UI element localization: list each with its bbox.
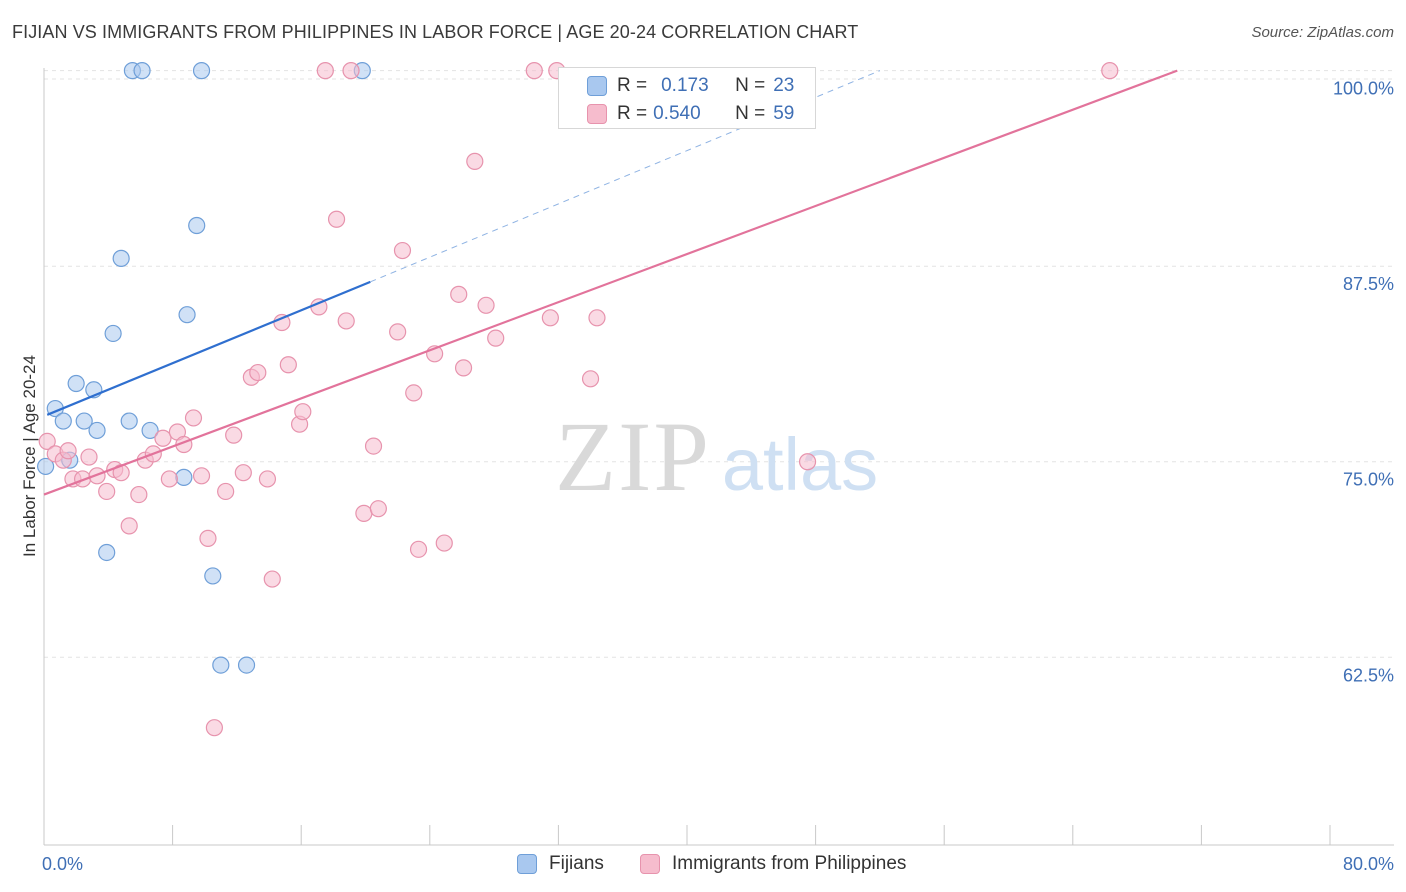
philippines-point: [120, 517, 138, 535]
trend-lines: [43, 69, 1178, 496]
philippines-point: [258, 470, 277, 488]
gridlines: [44, 70, 1394, 658]
x-tick-label-min: 0.0%: [42, 854, 83, 874]
fijians-point: [133, 62, 151, 80]
philippines-point: [477, 296, 495, 314]
philippines-point: [249, 363, 267, 382]
legend-swatch-fijians: [517, 854, 537, 874]
fijians-point: [104, 324, 122, 343]
philippines-point: [59, 442, 77, 460]
philippines-point: [355, 504, 373, 522]
stats-row-philippines: R = 0.540 N = 59: [559, 100, 794, 128]
philippines-point: [487, 329, 505, 347]
philippines-point: [409, 540, 428, 558]
philippines-point: [327, 210, 346, 228]
y-tick-label: 100.0%: [1333, 79, 1394, 99]
legend-philippines[interactable]: Immigrants from Philippines: [640, 850, 906, 878]
philippines-point: [316, 62, 334, 80]
stats-row-fijians: R = 0.173 N = 23: [559, 72, 794, 100]
philippines-point: [154, 429, 172, 447]
fijians-trend-line: [46, 280, 371, 416]
philippines-point: [450, 285, 468, 303]
fijians-point: [212, 656, 230, 674]
y-tick-label: 75.0%: [1343, 470, 1394, 490]
r-value: 0.540: [653, 103, 701, 124]
philippines-point: [466, 152, 484, 170]
philippines-point: [454, 359, 473, 377]
n-label: N =: [735, 103, 766, 124]
r-label: R =: [617, 103, 648, 124]
n-value: 59: [773, 103, 795, 124]
fijians-swatch: [587, 76, 607, 96]
fijians-point: [54, 412, 72, 430]
philippines-point: [389, 323, 407, 341]
fijians-point: [237, 656, 256, 674]
legend-swatch-philippines: [640, 854, 660, 874]
philippines-point: [541, 309, 559, 327]
philippines-point: [294, 403, 312, 421]
philippines-point: [369, 500, 387, 518]
fijians-point: [141, 421, 159, 440]
fijians-point: [75, 412, 93, 430]
watermark-zip: ZIP: [555, 401, 711, 512]
philippines-point: [199, 529, 217, 547]
philippines-point: [798, 453, 817, 471]
philippines-point: [205, 719, 223, 737]
fijians-point: [98, 543, 116, 562]
legend-label-fijians: Fijians: [549, 853, 604, 874]
philippines-swatch: [587, 104, 607, 124]
legend-fijians[interactable]: Fijians: [517, 850, 604, 878]
fijians-point: [120, 412, 138, 430]
philippines-point: [525, 62, 543, 80]
data-points: [37, 62, 1119, 737]
fijians-point: [204, 567, 222, 585]
philippines-point: [435, 534, 453, 552]
n-label: N =: [735, 75, 766, 96]
philippines-point: [279, 356, 297, 374]
fijians-point: [175, 468, 193, 486]
philippines-point: [405, 384, 423, 402]
r-label: R =: [617, 75, 648, 96]
x-tick-label-max: 80.0%: [1343, 854, 1394, 874]
philippines-point: [337, 312, 355, 330]
fijians-point: [192, 62, 211, 80]
axes: 62.5% 75.0% 87.5% 100.0%: [43, 68, 1394, 846]
philippines-point: [393, 241, 412, 260]
philippines-point: [217, 482, 235, 501]
fijians-point: [178, 306, 196, 324]
fijians-point: [188, 216, 206, 235]
philippines-point: [160, 470, 178, 488]
philippines-trend-line: [43, 69, 1178, 496]
r-value: 0.173: [661, 75, 709, 96]
philippines-point: [192, 467, 211, 485]
philippines-point: [263, 570, 281, 588]
chart-title: FIJIAN VS IMMIGRANTS FROM PHILIPPINES IN…: [12, 22, 859, 42]
philippines-point: [364, 437, 383, 455]
fijians-point: [37, 457, 55, 476]
fijians-point: [112, 249, 130, 267]
philippines-point: [98, 482, 116, 501]
philippines-point: [80, 448, 98, 466]
fijians-point: [67, 374, 85, 393]
philippines-point: [234, 464, 252, 482]
philippines-point: [1101, 62, 1119, 80]
philippines-point: [38, 432, 56, 450]
philippines-point: [588, 309, 606, 327]
philippines-point: [225, 426, 243, 444]
philippines-point: [342, 62, 360, 80]
legend-label-philippines: Immigrants from Philippines: [672, 853, 907, 874]
philippines-point: [184, 409, 203, 427]
fijians-trend-extension: [370, 70, 881, 283]
n-value: 23: [773, 75, 795, 96]
philippines-point: [130, 485, 148, 504]
source-credit: Source: ZipAtlas.com: [1251, 24, 1394, 41]
stats-box: R = 0.173 N = 23 R = 0.540 N = 59: [558, 67, 816, 129]
y-axis-label: In Labor Force | Age 20-24: [20, 355, 39, 557]
philippines-point: [581, 370, 600, 388]
y-tick-label: 62.5%: [1343, 665, 1394, 685]
fijians-point: [88, 421, 106, 440]
y-tick-label: 87.5%: [1343, 274, 1394, 294]
